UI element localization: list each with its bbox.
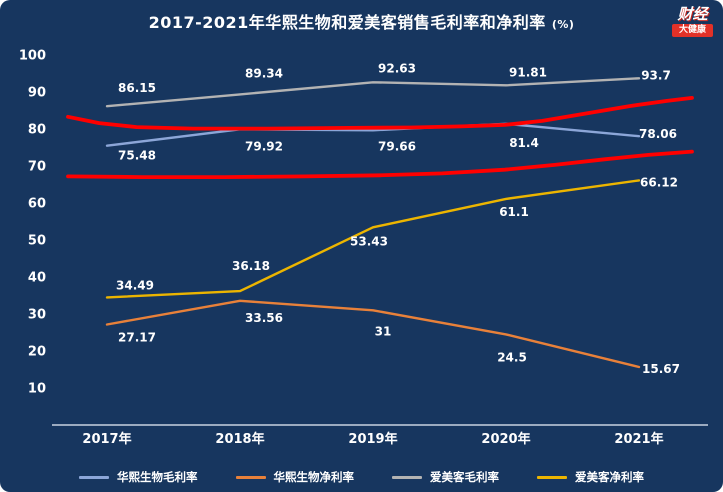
legend-label: 华熙生物净利率	[273, 470, 355, 484]
data-label: 91.81	[509, 65, 547, 79]
data-label: 81.4	[509, 136, 539, 150]
series-line-3	[105, 179, 641, 299]
brand-logo: 财经 大健康	[671, 5, 713, 37]
y-axis-tick-label: 40	[28, 271, 46, 286]
chart-title: 2017-2021年华熙生物和爱美客销售毛利率和净利率 (%)	[0, 9, 723, 33]
legend-item-3: 爱美客净利率	[537, 469, 644, 485]
x-axis-label: 2019年	[348, 431, 397, 447]
data-label: 92.63	[378, 61, 416, 75]
data-label: 79.92	[245, 139, 283, 153]
y-axis-tick-label: 30	[28, 308, 46, 323]
brand-logo-line2: 大健康	[671, 24, 713, 37]
data-label: 93.7	[641, 68, 671, 82]
chart-title-unit: (%)	[551, 18, 575, 31]
legend-label: 爱美客毛利率	[430, 470, 499, 484]
data-label: 86.15	[118, 81, 156, 95]
chart-title-text: 2017-2021年华熙生物和爱美客销售毛利率和净利率	[148, 13, 546, 32]
x-axis-label: 2020年	[481, 431, 530, 447]
data-label: 78.06	[639, 127, 677, 141]
chart-legend: 华熙生物毛利率 华熙生物净利率 爱美客毛利率 爱美客净利率	[0, 469, 723, 485]
y-axis-tick-label: 20	[28, 345, 46, 360]
data-label: 36.18	[232, 259, 270, 273]
y-axis-tick-label: 80	[28, 123, 46, 138]
y-axis-tick-label: 100	[19, 49, 46, 64]
series-line-2	[105, 77, 641, 108]
legend-swatch-icon	[537, 475, 567, 479]
y-axis-tick-label: 10	[28, 382, 46, 397]
freehand-red-line-upper	[66, 96, 694, 131]
legend-swatch-icon	[392, 475, 422, 479]
data-label: 31	[375, 324, 392, 338]
legend-label: 华熙生物毛利率	[117, 470, 198, 484]
data-label: 33.56	[245, 311, 283, 325]
data-label: 24.5	[497, 350, 527, 364]
x-axis-label: 2017年	[82, 431, 131, 447]
data-label: 15.67	[642, 362, 680, 376]
legend-swatch-icon	[235, 475, 266, 479]
data-label: 27.17	[118, 331, 156, 345]
x-axis-label: 2018年	[215, 431, 264, 447]
data-label: 34.49	[116, 278, 154, 292]
series-line-1	[105, 299, 641, 369]
data-label: 79.66	[378, 139, 416, 153]
legend-item-2: 爱美客毛利率	[392, 469, 499, 485]
brand-logo-line1: 财经	[677, 5, 708, 23]
data-label: 89.34	[245, 66, 283, 80]
y-axis-tick-label: 60	[28, 197, 46, 212]
y-axis-tick-label: 70	[28, 160, 46, 175]
data-label: 53.43	[350, 234, 388, 248]
legend-swatch-icon	[79, 475, 109, 479]
y-axis-tick-label: 50	[28, 234, 46, 249]
legend-item-0: 华熙生物毛利率	[79, 469, 198, 485]
data-label: 61.1	[499, 205, 529, 219]
y-axis-tick-label: 90	[28, 86, 46, 101]
legend-item-1: 华熙生物净利率	[235, 469, 355, 485]
data-label: 66.12	[640, 175, 678, 189]
data-label: 75.48	[118, 149, 156, 163]
x-axis-label: 2021年	[614, 431, 663, 447]
series-line-0	[105, 122, 641, 147]
legend-label: 爱美客净利率	[575, 470, 644, 484]
freehand-red-line-lower	[66, 149, 694, 180]
